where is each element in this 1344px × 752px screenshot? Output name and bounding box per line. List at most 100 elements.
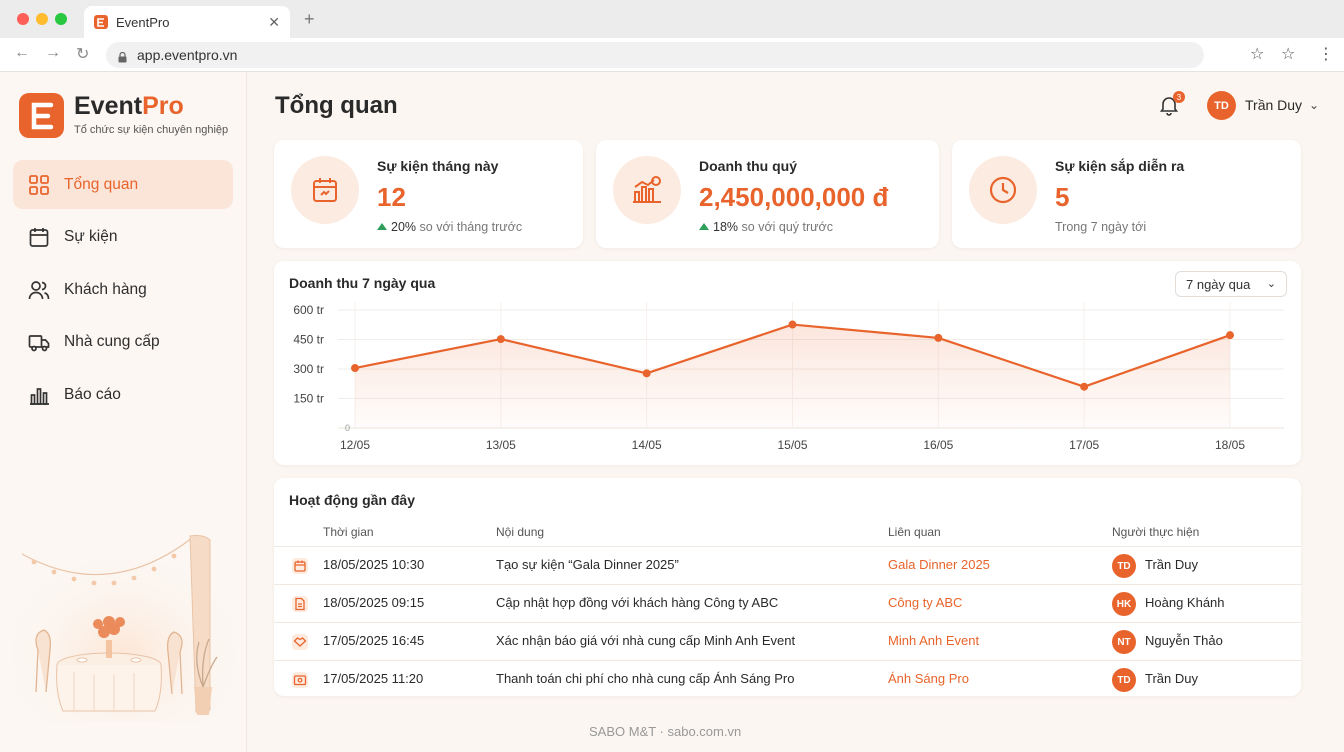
column-header-actor[interactable]: Người thực hiện: [1112, 525, 1200, 539]
tab-title: EventPro: [116, 14, 170, 30]
revenue-chart-card: Doanh thu 7 ngày qua 7 ngày qua ⌄ 150 tr…: [274, 261, 1301, 465]
tab-close-icon[interactable]: ✕: [268, 13, 280, 30]
column-header-content[interactable]: Nội dung: [496, 525, 545, 539]
activity-actor: Nguyễn Thảo: [1145, 633, 1223, 648]
reload-icon[interactable]: ↻: [76, 46, 90, 63]
stat-change: 20% so với tháng trước: [377, 220, 522, 234]
chart-title: Doanh thu 7 ngày qua: [289, 275, 436, 291]
activity-actor: Trần Duy: [1145, 671, 1198, 686]
revenue-line-chart: 150 tr 300 tr 450 tr 600 tr 0 12/05 13/05 14/05…: [293, 302, 1284, 452]
activity-content: Cập nhật hợp đồng với khách hàng Công ty…: [496, 595, 779, 610]
sidebar-item-reports[interactable]: Báo cáo: [13, 370, 233, 419]
stat-card-upcoming: Sự kiện sắp diễn ra 5 Trong 7 ngày tới: [952, 140, 1301, 248]
bookmark-star-icon[interactable]: ☆: [1250, 46, 1265, 63]
url-text: app.eventpro.vn: [137, 47, 238, 63]
avatar: NT: [1112, 630, 1136, 654]
column-header-time[interactable]: Thời gian: [323, 525, 374, 539]
sidebar-item-label: Báo cáo: [64, 385, 121, 403]
browser-tab[interactable]: EventPro ✕: [84, 6, 290, 38]
data-point: [788, 320, 797, 329]
data-point: [496, 335, 505, 344]
activity-time: 18/05/2025 10:30: [323, 557, 425, 572]
address-bar[interactable]: app.eventpro.vn: [106, 42, 1204, 68]
browser-menu-icon[interactable]: ⋮: [1318, 46, 1334, 63]
logo-icon[interactable]: [19, 93, 64, 138]
revenue-chart-icon: [613, 156, 681, 224]
event-table-illustration: [14, 532, 234, 722]
users-icon: [28, 280, 50, 299]
user-avatar[interactable]: TD: [1207, 91, 1236, 120]
stat-value: 2,450,000,000 đ: [699, 182, 889, 212]
activity-content: Tạo sự kiện “Gala Dinner 2025”: [496, 557, 679, 572]
chevron-down-icon[interactable]: ⌄: [1309, 98, 1320, 112]
y-tick-label: 450 tr: [293, 333, 324, 347]
y-tick-label: 300 tr: [293, 362, 324, 376]
sidebar-item-label: Nhà cung cấp: [64, 333, 160, 350]
stat-change: 18% so với quý trước: [699, 220, 833, 234]
data-point: [1080, 382, 1089, 391]
user-name[interactable]: Trần Duy: [1245, 97, 1303, 113]
activity-actor: Hoàng Khánh: [1145, 595, 1225, 610]
recent-activity-card: Hoạt động gần đây Thời gian Nội dung Liê…: [274, 478, 1301, 696]
document-icon: [292, 596, 308, 612]
sidebar-item-events[interactable]: Sự kiện: [13, 213, 233, 262]
stat-card-revenue: Doanh thu quý 2,450,000,000 đ 18% so với…: [596, 140, 939, 248]
grid-icon: [29, 174, 49, 195]
sidebar-item-suppliers[interactable]: Nhà cung cấp: [13, 318, 233, 367]
close-window-button[interactable]: [17, 13, 29, 25]
activity-content: Xác nhận báo giá với nhà cung cấp Minh A…: [496, 633, 796, 648]
avatar: HK: [1112, 592, 1136, 616]
date-range-select[interactable]: 7 ngày qua ⌄: [1175, 271, 1287, 297]
brand-name: EventPro: [74, 92, 184, 120]
table-row[interactable]: 17/05/2025 11:20 Thanh toán chi phí cho …: [274, 660, 1301, 698]
calendar-icon: [292, 558, 308, 574]
x-tick-label: 12/05: [340, 438, 370, 452]
x-tick-label: 15/05: [777, 438, 807, 452]
browser-toolbar: ← → ↻ app.eventpro.vn ☆ ☆ ⋮: [0, 38, 1344, 72]
activity-time: 17/05/2025 11:20: [323, 671, 424, 686]
minimize-window-button[interactable]: [36, 13, 48, 25]
column-header-related[interactable]: Liên quan: [888, 525, 941, 539]
table-row[interactable]: 18/05/2025 10:30 Tạo sự kiện “Gala Dinne…: [274, 546, 1301, 584]
y-tick-label: 0: [345, 423, 350, 433]
activity-time: 18/05/2025 09:15: [323, 595, 425, 610]
table-row[interactable]: 18/05/2025 09:15 Cập nhật hợp đồng với k…: [274, 584, 1301, 622]
browser-tab-bar: EventPro ✕ +: [0, 0, 1344, 38]
sidebar-item-overview[interactable]: Tổng quan: [13, 160, 233, 209]
data-point: [642, 369, 651, 378]
activity-related-link[interactable]: Công ty ABC: [888, 595, 963, 610]
new-tab-icon[interactable]: +: [304, 9, 315, 29]
chevron-down-icon: ⌄: [1266, 278, 1276, 290]
data-point: [934, 333, 943, 342]
y-tick-label: 150 tr: [293, 392, 324, 406]
stat-subtext: Trong 7 ngày tới: [1055, 220, 1147, 234]
payment-icon: [292, 672, 308, 688]
bell-icon[interactable]: [1158, 94, 1180, 116]
date-range-value: 7 ngày qua: [1186, 276, 1251, 292]
footer-text: SABO M&T · sabo.com.vn: [589, 724, 742, 739]
bar-chart-icon: [30, 387, 49, 405]
table-row[interactable]: 17/05/2025 16:45 Xác nhận báo giá với nh…: [274, 622, 1301, 660]
trend-up-icon: [699, 223, 709, 230]
extensions-icon[interactable]: ☆: [1281, 46, 1296, 63]
sidebar-item-label: Tổng quan: [64, 175, 139, 193]
favicon-icon: [94, 15, 108, 29]
stat-value: 5: [1055, 182, 1070, 212]
notification-badge: 3: [1173, 91, 1185, 103]
stat-label: Sự kiện tháng này: [377, 158, 499, 174]
sidebar-item-customers[interactable]: Khách hàng: [13, 265, 233, 314]
activity-related-link[interactable]: Gala Dinner 2025: [888, 557, 990, 572]
x-tick-label: 13/05: [486, 438, 516, 452]
page-title: Tổng quan: [275, 92, 398, 119]
back-icon[interactable]: ←: [14, 44, 30, 61]
forward-icon[interactable]: →: [45, 44, 61, 61]
truck-icon: [28, 335, 50, 352]
maximize-window-button[interactable]: [55, 13, 67, 25]
activity-related-link[interactable]: Ánh Sáng Pro: [888, 671, 969, 686]
activity-related-link[interactable]: Minh Anh Event: [888, 633, 980, 648]
stat-label: Doanh thu quý: [699, 158, 797, 174]
revenue-area: [355, 324, 1230, 428]
avatar: TD: [1112, 554, 1136, 578]
sidebar-item-label: Sự kiện: [64, 228, 118, 245]
data-point: [351, 364, 359, 373]
